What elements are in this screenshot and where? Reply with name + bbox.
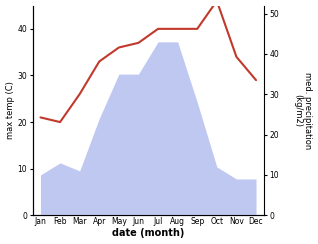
Y-axis label: max temp (C): max temp (C) [5,81,15,139]
X-axis label: date (month): date (month) [112,228,184,238]
Y-axis label: med. precipitation
(kg/m2): med. precipitation (kg/m2) [293,72,313,149]
